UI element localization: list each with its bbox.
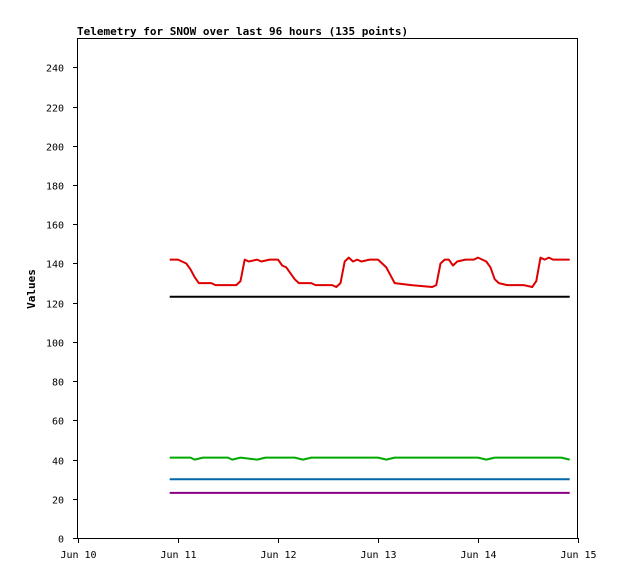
- y-axis-label: Values: [25, 269, 38, 309]
- y-tick-label: 240: [46, 64, 64, 75]
- x-tick-label: Jun 10: [60, 550, 96, 561]
- x-tick-label: Jun 14: [460, 550, 496, 561]
- chart-title: Telemetry for SNOW over last 96 hours (1…: [77, 25, 408, 38]
- y-tick-label: 120: [46, 300, 64, 311]
- y-tick-label: 220: [46, 104, 64, 115]
- y-tick-label: 20: [52, 496, 64, 507]
- x-tick-label: Jun 11: [160, 550, 196, 561]
- y-tick-label: 100: [46, 339, 64, 350]
- series-line-1: [169, 256, 570, 288]
- y-tick-label: 140: [46, 260, 64, 271]
- y-axis: 0 20 40 60 80 100 120 140 160 180 200 220 240: [46, 64, 78, 546]
- x-tick-label: Jun 15: [560, 550, 596, 561]
- y-tick-label: 0: [58, 535, 64, 546]
- y-tick-label: 40: [52, 457, 64, 468]
- x-tick-label: Jun 12: [260, 550, 296, 561]
- x-axis: Jun 10 Jun 11 Jun 12 Jun 13 Jun 14 Jun 15: [60, 538, 597, 561]
- series-group: [169, 256, 570, 494]
- plot-area-frame: [77, 38, 578, 539]
- y-tick-label: 160: [46, 221, 64, 232]
- series-line-3: [169, 456, 570, 461]
- y-tick-label: 60: [52, 417, 64, 428]
- x-tick-label: Jun 13: [360, 550, 396, 561]
- y-tick-label: 80: [52, 378, 64, 389]
- y-tick-label: 200: [46, 143, 64, 154]
- y-tick-label: 180: [46, 182, 64, 193]
